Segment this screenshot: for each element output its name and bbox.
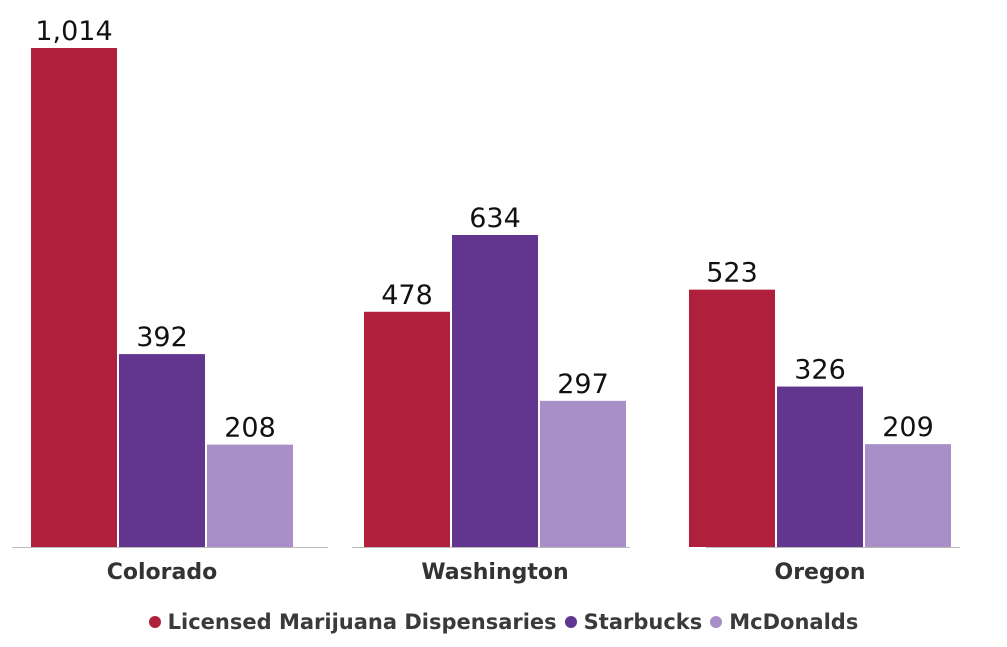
- data-label-colorado-0: 1,014: [35, 16, 112, 47]
- legend-label: Starbucks: [583, 610, 703, 634]
- data-label-washington-2: 297: [557, 369, 609, 400]
- x-tick-label-colorado: Colorado: [107, 560, 217, 585]
- bar-washington-1: [452, 235, 538, 548]
- legend-item-2: McDonalds: [710, 610, 858, 634]
- x-tick-label-washington: Washington: [421, 560, 568, 585]
- chart-legend: Licensed Marijuana Dispensaries Starbucks…: [0, 610, 1007, 634]
- legend-label: McDonalds: [729, 610, 859, 634]
- bar-colorado-0: [31, 48, 117, 547]
- data-label-colorado-1: 392: [136, 322, 188, 353]
- legend-item-1: Starbucks: [564, 610, 703, 634]
- x-tick-label-oregon: Oregon: [775, 560, 866, 585]
- data-label-oregon-0: 523: [706, 258, 758, 289]
- data-label-colorado-2: 208: [224, 413, 276, 444]
- bar-washington-0: [364, 311, 450, 547]
- bar-oregon-0: [689, 289, 775, 547]
- data-label-washington-0: 478: [381, 280, 433, 311]
- data-label-oregon-1: 326: [794, 355, 846, 386]
- legend-dot-icon: [564, 616, 577, 628]
- legend-item-0: Licensed Marijuana Dispensaries: [148, 610, 557, 634]
- bar-oregon-2: [865, 444, 951, 547]
- bar-washington-2: [540, 400, 626, 547]
- legend-dot-icon: [710, 616, 723, 628]
- bar-oregon-1: [777, 386, 863, 547]
- legend-dot-icon: [148, 616, 161, 628]
- bar-colorado-2: [207, 444, 293, 547]
- bar-colorado-1: [119, 354, 205, 547]
- legend-label: Licensed Marijuana Dispensaries: [167, 610, 557, 634]
- data-label-washington-1: 634: [469, 203, 521, 234]
- data-label-oregon-2: 209: [882, 412, 934, 443]
